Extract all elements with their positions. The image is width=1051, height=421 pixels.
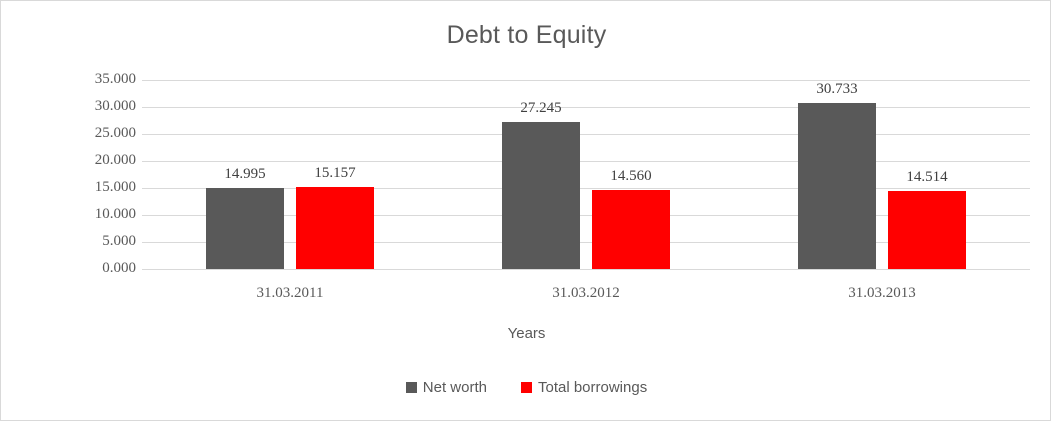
y-axis-tick-labels: 35.000 30.000 25.000 20.000 15.000 10.000 5.00… — [56, 71, 136, 278]
bar-value-label: 27.245 — [520, 99, 562, 116]
x-axis-tick-label: 31.03.2013 — [848, 285, 916, 301]
y-axis-tick-label: 10.000 — [94, 206, 136, 222]
legend-swatch-icon — [405, 382, 417, 393]
bar-total-borrowings[interactable] — [592, 190, 670, 269]
bar-total-borrowings[interactable] — [888, 190, 966, 269]
x-axis-tick-label: 31.03.2011 — [256, 285, 324, 301]
gridline — [142, 134, 1030, 135]
legend-label: Total borrowings — [537, 379, 648, 396]
gridline — [142, 242, 1030, 243]
bar-value-label: 30.733 — [816, 81, 858, 98]
bar-net-worth[interactable] — [206, 188, 284, 269]
bar-value-label: 14.560 — [610, 168, 652, 185]
gridline — [142, 161, 1030, 162]
legend-item-total-borrowings[interactable]: Total borrowings — [520, 379, 648, 396]
bar-value-label: 14.514 — [906, 168, 948, 185]
y-axis-tick-label: 0.000 — [102, 260, 136, 276]
bar-value-label: 15.157 — [314, 165, 356, 182]
x-axis-title: Years — [507, 325, 546, 342]
plot-area: 14.995 15.157 27.245 14.560 30.733 14.514 — [142, 80, 1030, 270]
y-axis-tick-label: 25.000 — [94, 125, 136, 141]
chart-title: Debt to Equity — [446, 21, 607, 49]
y-axis-tick-label: 20.000 — [94, 152, 136, 168]
gridline — [142, 188, 1030, 189]
bar-net-worth[interactable] — [502, 121, 580, 269]
y-axis-tick-label: 30.000 — [94, 98, 136, 114]
gridline — [142, 107, 1030, 108]
chart-legend: Net worth Total borrowings — [1, 379, 1050, 396]
gridline — [142, 80, 1030, 81]
y-axis-tick-label: 35.000 — [94, 71, 136, 87]
legend-item-net-worth[interactable]: Net worth — [405, 379, 487, 396]
y-axis-tick-label: 15.000 — [94, 179, 136, 195]
y-axis-tick-label: 5.000 — [102, 233, 136, 249]
legend-swatch-icon — [520, 382, 532, 393]
legend-label: Net worth — [422, 379, 487, 396]
x-axis-tick-label: 31.03.2012 — [552, 285, 620, 301]
gridline — [142, 215, 1030, 216]
bar-net-worth[interactable] — [798, 103, 876, 269]
bar-total-borrowings[interactable] — [296, 187, 374, 269]
bar-value-label: 14.995 — [224, 166, 266, 183]
x-axis-line — [142, 269, 1030, 270]
